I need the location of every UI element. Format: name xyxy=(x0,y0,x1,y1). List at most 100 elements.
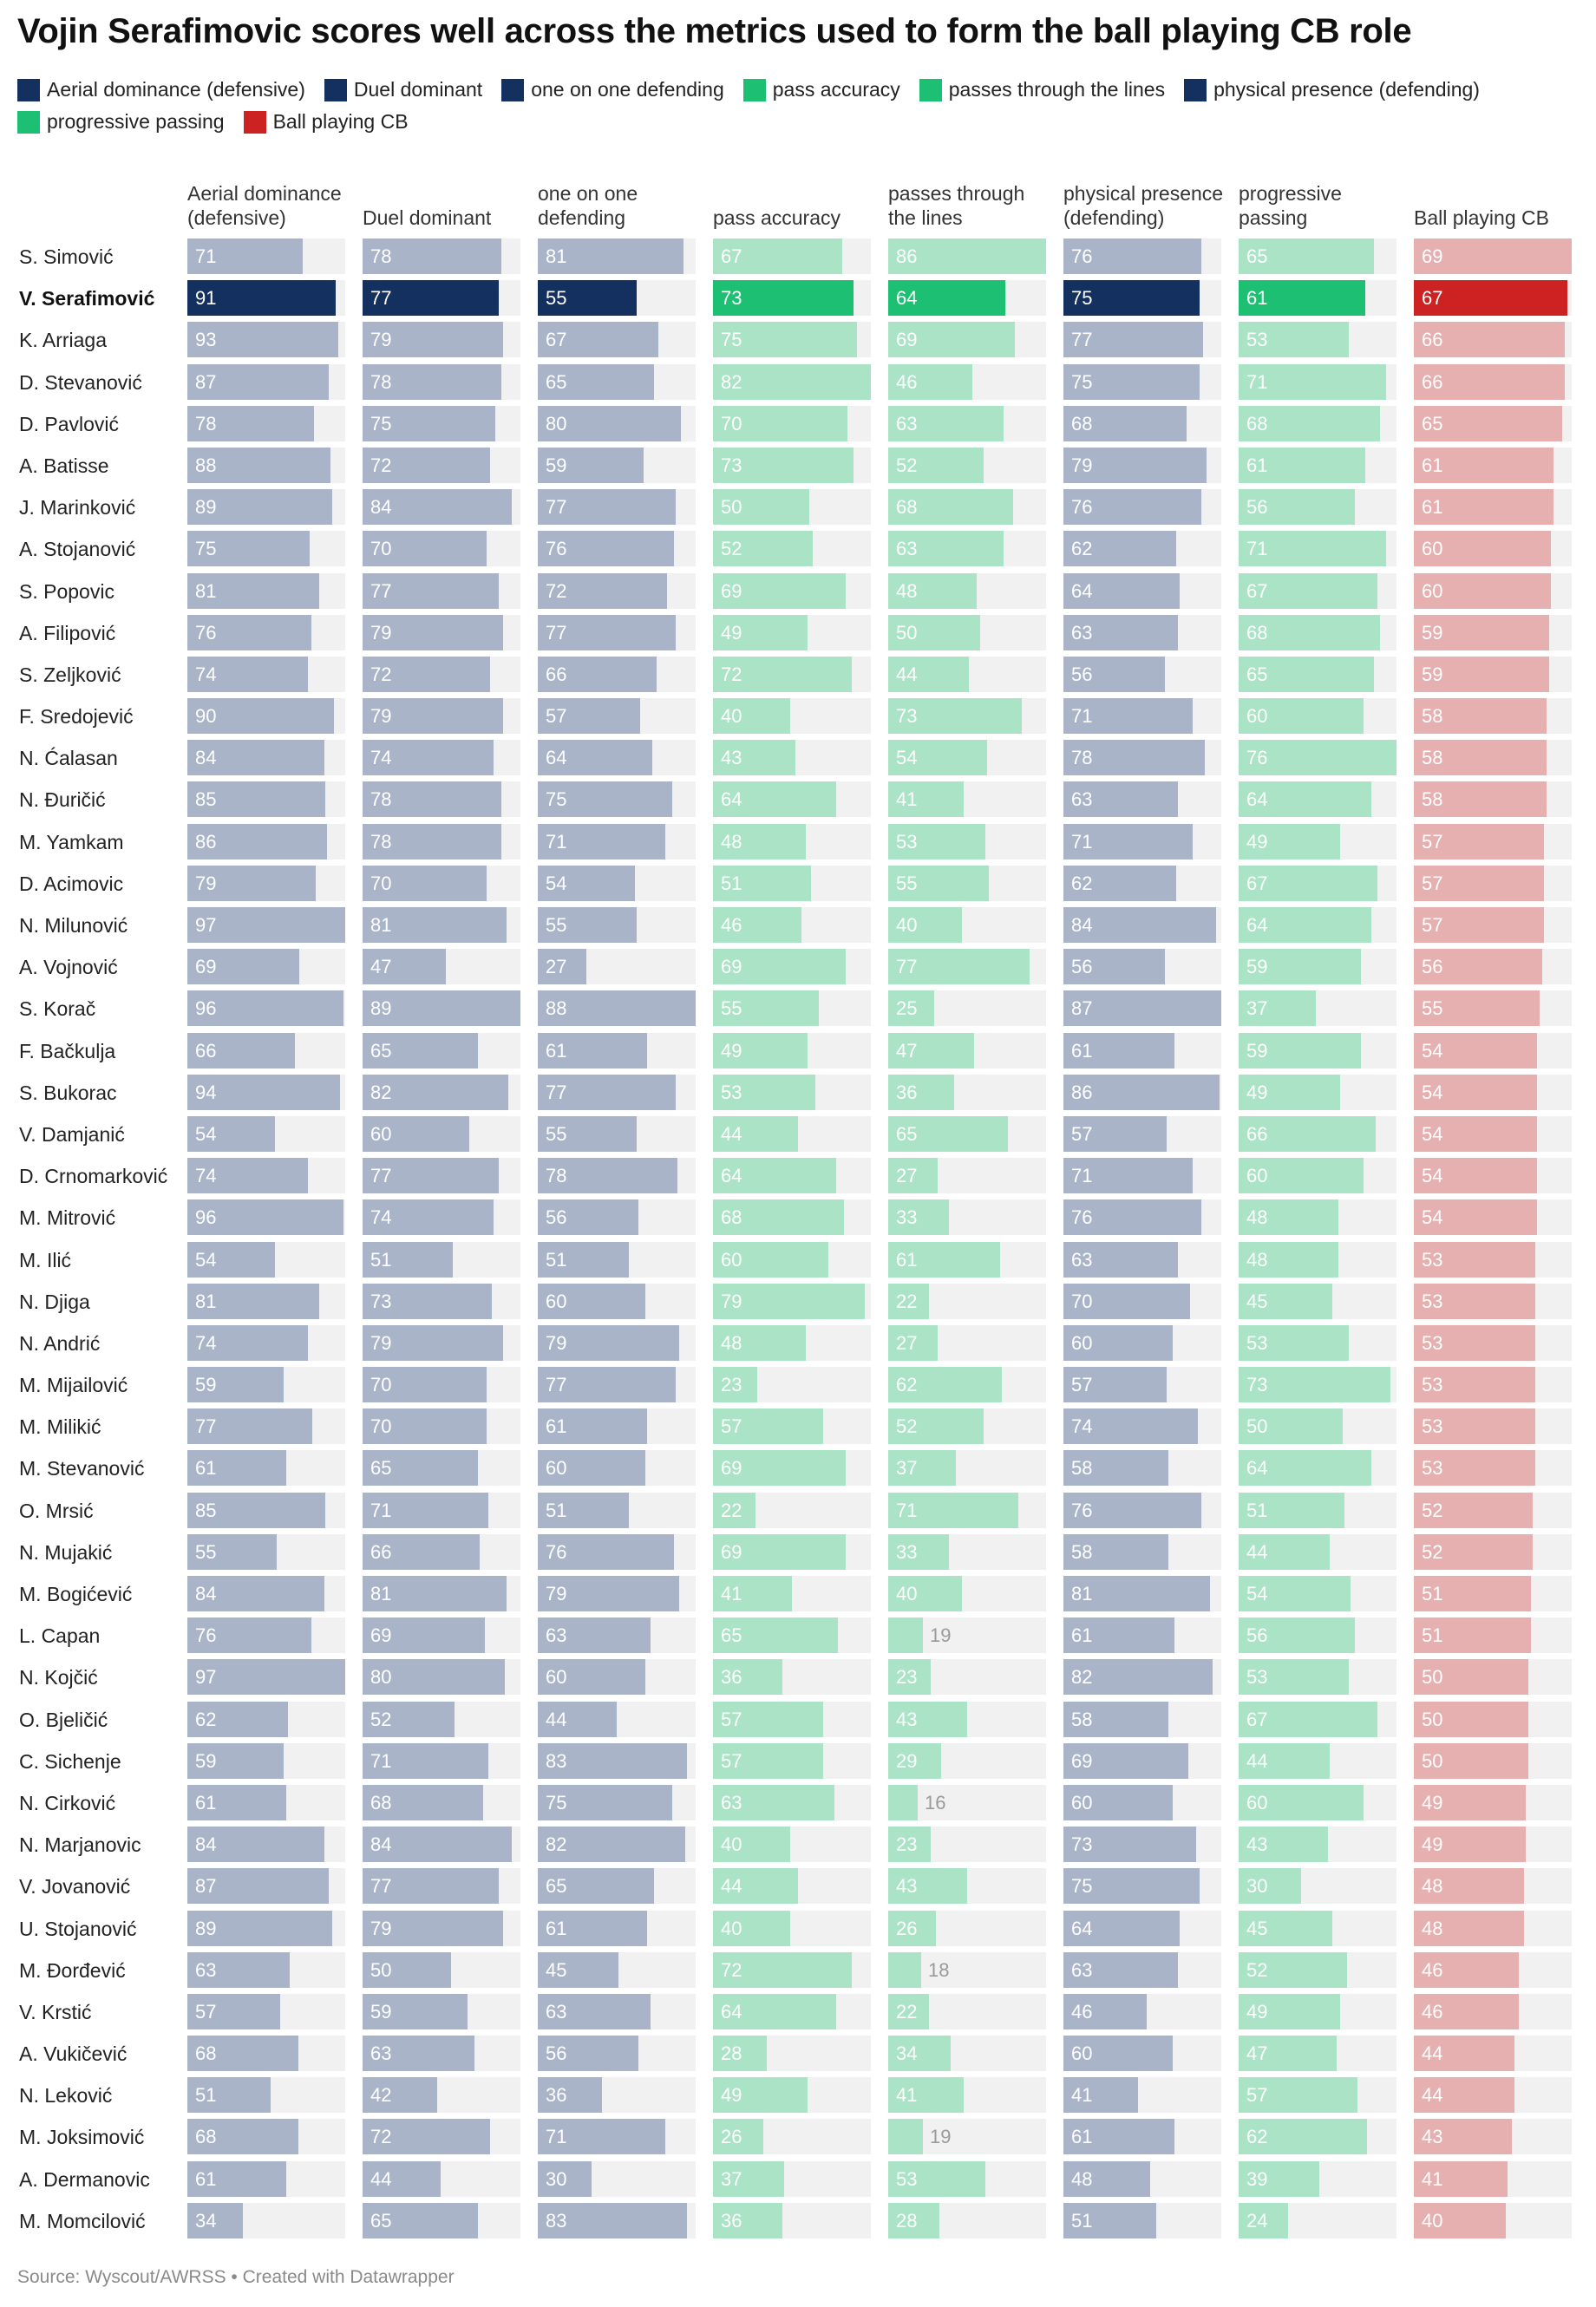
metric-cell: 40 xyxy=(713,698,871,735)
metric-cell: 63 xyxy=(888,405,1046,441)
metric-value: 75 xyxy=(1071,370,1093,393)
metric-value: 83 xyxy=(546,2209,567,2232)
player-name: F. Bačkulja xyxy=(19,1039,116,1062)
metric-value: 63 xyxy=(1071,621,1093,644)
metric-value: 58 xyxy=(1422,705,1443,728)
metric-cell: 71 xyxy=(1239,531,1396,567)
player-name: S. Bukorac xyxy=(19,1081,117,1104)
metric-value: 62 xyxy=(896,1374,918,1396)
metric-bar xyxy=(187,949,299,985)
metric-bar xyxy=(363,1827,512,1863)
metric-cell: 48 xyxy=(713,1324,871,1361)
metric-value: 63 xyxy=(546,2000,567,2023)
table-row: K. Arriaga 93 79 67 75 69 77 53 66 xyxy=(0,322,1596,363)
metric-bar xyxy=(1063,1367,1167,1403)
metric-cell: 58 xyxy=(1063,1450,1221,1487)
metric-cell: 61 xyxy=(187,1784,345,1820)
metric-bar xyxy=(363,2160,441,2197)
metric-bar xyxy=(538,1910,647,1946)
metric-value: 62 xyxy=(1071,538,1093,560)
metric-bar xyxy=(187,447,330,483)
metric-bar xyxy=(363,907,507,943)
metric-value: 77 xyxy=(370,579,392,602)
metric-cell: 72 xyxy=(538,572,696,609)
metric-cell: 41 xyxy=(888,781,1046,818)
metric-cell: 57 xyxy=(187,1993,345,2029)
legend-label: one on one defending xyxy=(531,78,724,101)
metric-value: 48 xyxy=(721,1331,742,1354)
metric-cell: 78 xyxy=(1063,740,1221,776)
metric-cell: 59 xyxy=(538,447,696,483)
metric-cell: 48 xyxy=(888,572,1046,609)
metric-value: 41 xyxy=(721,1583,742,1604)
metric-bar xyxy=(888,1576,962,1611)
metric-bar xyxy=(713,1827,790,1863)
metric-value: 75 xyxy=(1071,1875,1093,1898)
metric-bar xyxy=(888,614,980,650)
metric-value: 36 xyxy=(896,1081,918,1103)
metric-value: 82 xyxy=(1071,1666,1093,1689)
metric-cell: 67 xyxy=(1239,865,1396,901)
metric-bar xyxy=(1063,865,1176,901)
metric-bar xyxy=(1239,781,1371,818)
player-name: M. Milikić xyxy=(19,1415,101,1439)
metric-cell: 69 xyxy=(1063,1742,1221,1779)
metric-cell: 59 xyxy=(187,1742,345,1779)
metric-cell: 53 xyxy=(1414,1367,1572,1403)
metric-cell: 66 xyxy=(363,1533,520,1570)
metric-bar xyxy=(363,447,490,483)
metric-bar xyxy=(1414,907,1544,943)
metric-bar xyxy=(888,1784,918,1820)
player-table: S. Simović 71 78 81 67 86 76 65 69 V. Serafimović… xyxy=(0,239,1596,2245)
metric-cell: 81 xyxy=(1063,1576,1221,1611)
metric-bar xyxy=(1414,823,1544,859)
metric-value: 58 xyxy=(1071,1457,1093,1480)
metric-cell: 56 xyxy=(1414,949,1572,985)
metric-bar xyxy=(713,781,836,818)
metric-bar xyxy=(1414,1158,1537,1194)
metric-bar xyxy=(538,1868,654,1905)
metric-value: 53 xyxy=(1422,1374,1443,1396)
metric-bar xyxy=(888,1951,921,1988)
metric-value: 73 xyxy=(1246,1374,1268,1396)
metric-value: 60 xyxy=(1071,1791,1093,1814)
metric-cell: 26 xyxy=(888,1910,1046,1946)
metric-bar xyxy=(1063,2119,1174,2155)
metric-value: 82 xyxy=(721,370,742,393)
metric-bar xyxy=(363,1450,478,1487)
metric-bar xyxy=(1063,322,1203,358)
metric-value: 69 xyxy=(721,1457,742,1480)
metric-cell: 79 xyxy=(363,1324,520,1361)
metric-bar xyxy=(1239,1618,1355,1654)
metric-bar xyxy=(888,2202,939,2238)
metric-bar xyxy=(1239,363,1386,400)
metric-value: 61 xyxy=(195,1791,217,1814)
metric-value: 54 xyxy=(1422,1081,1443,1103)
metric-bar xyxy=(187,572,319,609)
metric-value: 68 xyxy=(896,496,918,519)
metric-cell: 87 xyxy=(1063,990,1221,1027)
metric-cell: 74 xyxy=(1063,1408,1221,1445)
metric-bar xyxy=(1063,1492,1201,1528)
metric-cell: 41 xyxy=(1414,2160,1572,2197)
metric-bar xyxy=(1063,1742,1188,1779)
column-header: Ball playing CB xyxy=(1414,206,1549,229)
metric-bar xyxy=(1239,447,1365,483)
metric-cell: 52 xyxy=(1239,1951,1396,1988)
metric-cell: 90 xyxy=(187,698,345,735)
player-name: S. Simović xyxy=(19,245,114,268)
metric-cell: 46 xyxy=(1414,1951,1572,1988)
metric-cell: 58 xyxy=(1414,740,1572,776)
metric-cell: 60 xyxy=(1414,531,1572,567)
metric-value: 48 xyxy=(721,830,742,853)
metric-cell: 65 xyxy=(1414,405,1572,441)
metric-value: 84 xyxy=(195,1583,217,1604)
metric-cell: 60 xyxy=(1063,1784,1221,1820)
metric-bar xyxy=(538,1784,672,1820)
metric-bar xyxy=(1063,2160,1150,2197)
metric-cell: 82 xyxy=(1063,1659,1221,1696)
metric-value: 66 xyxy=(546,663,567,685)
metric-bar xyxy=(187,698,334,735)
metric-cell: 54 xyxy=(538,865,696,901)
player-name: O. Mrsić xyxy=(19,1499,94,1522)
